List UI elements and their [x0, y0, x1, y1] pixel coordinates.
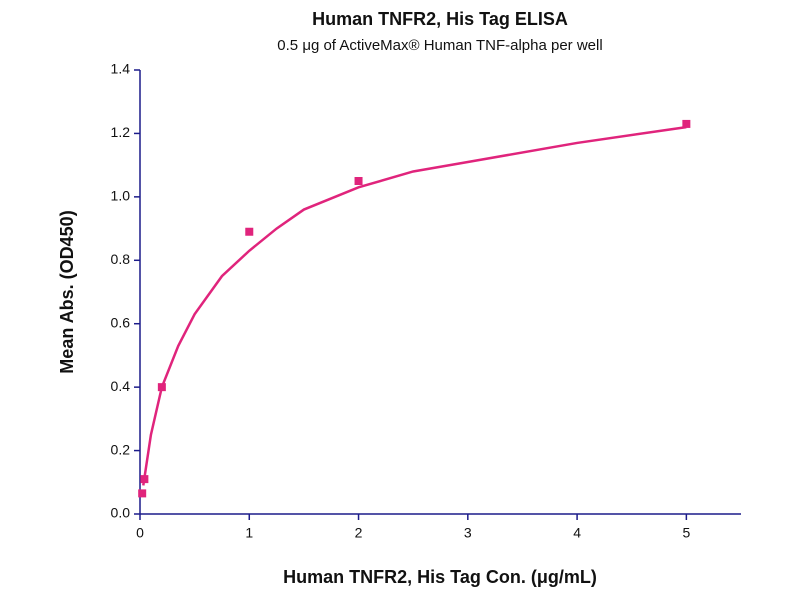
data-point: [354, 177, 363, 185]
y-tick-label: 0.0: [111, 505, 131, 521]
y-tick-label: 0.6: [111, 314, 131, 330]
x-tick-label: 5: [682, 525, 690, 541]
fit-curve: [142, 125, 687, 486]
y-tick-label: 1.2: [111, 124, 131, 140]
x-tick-label: 3: [464, 525, 472, 541]
x-tick-label: 0: [136, 525, 144, 541]
y-tick-label: 0.8: [111, 251, 131, 267]
data-point: [245, 227, 254, 236]
y-tick-label: 1.4: [111, 61, 131, 77]
chart-subtitle: 0.5 μg of ActiveMax® Human TNF-alpha per…: [277, 37, 602, 54]
x-tick-label: 4: [573, 525, 581, 541]
data-point: [682, 119, 691, 128]
data-point: [138, 489, 147, 498]
chart-title: Human TNFR2, His Tag ELISA: [312, 9, 568, 29]
x-tick-label: 2: [355, 525, 363, 541]
y-tick-label: 0.2: [111, 441, 131, 457]
y-axis-label: Mean Abs. (OD450): [57, 210, 77, 373]
y-tick-label: 1.0: [111, 188, 131, 204]
x-tick-label: 1: [245, 525, 253, 541]
x-axis-label: Human TNFR2, His Tag Con. (μg/mL): [283, 567, 597, 587]
y-tick-label: 0.4: [111, 378, 131, 394]
